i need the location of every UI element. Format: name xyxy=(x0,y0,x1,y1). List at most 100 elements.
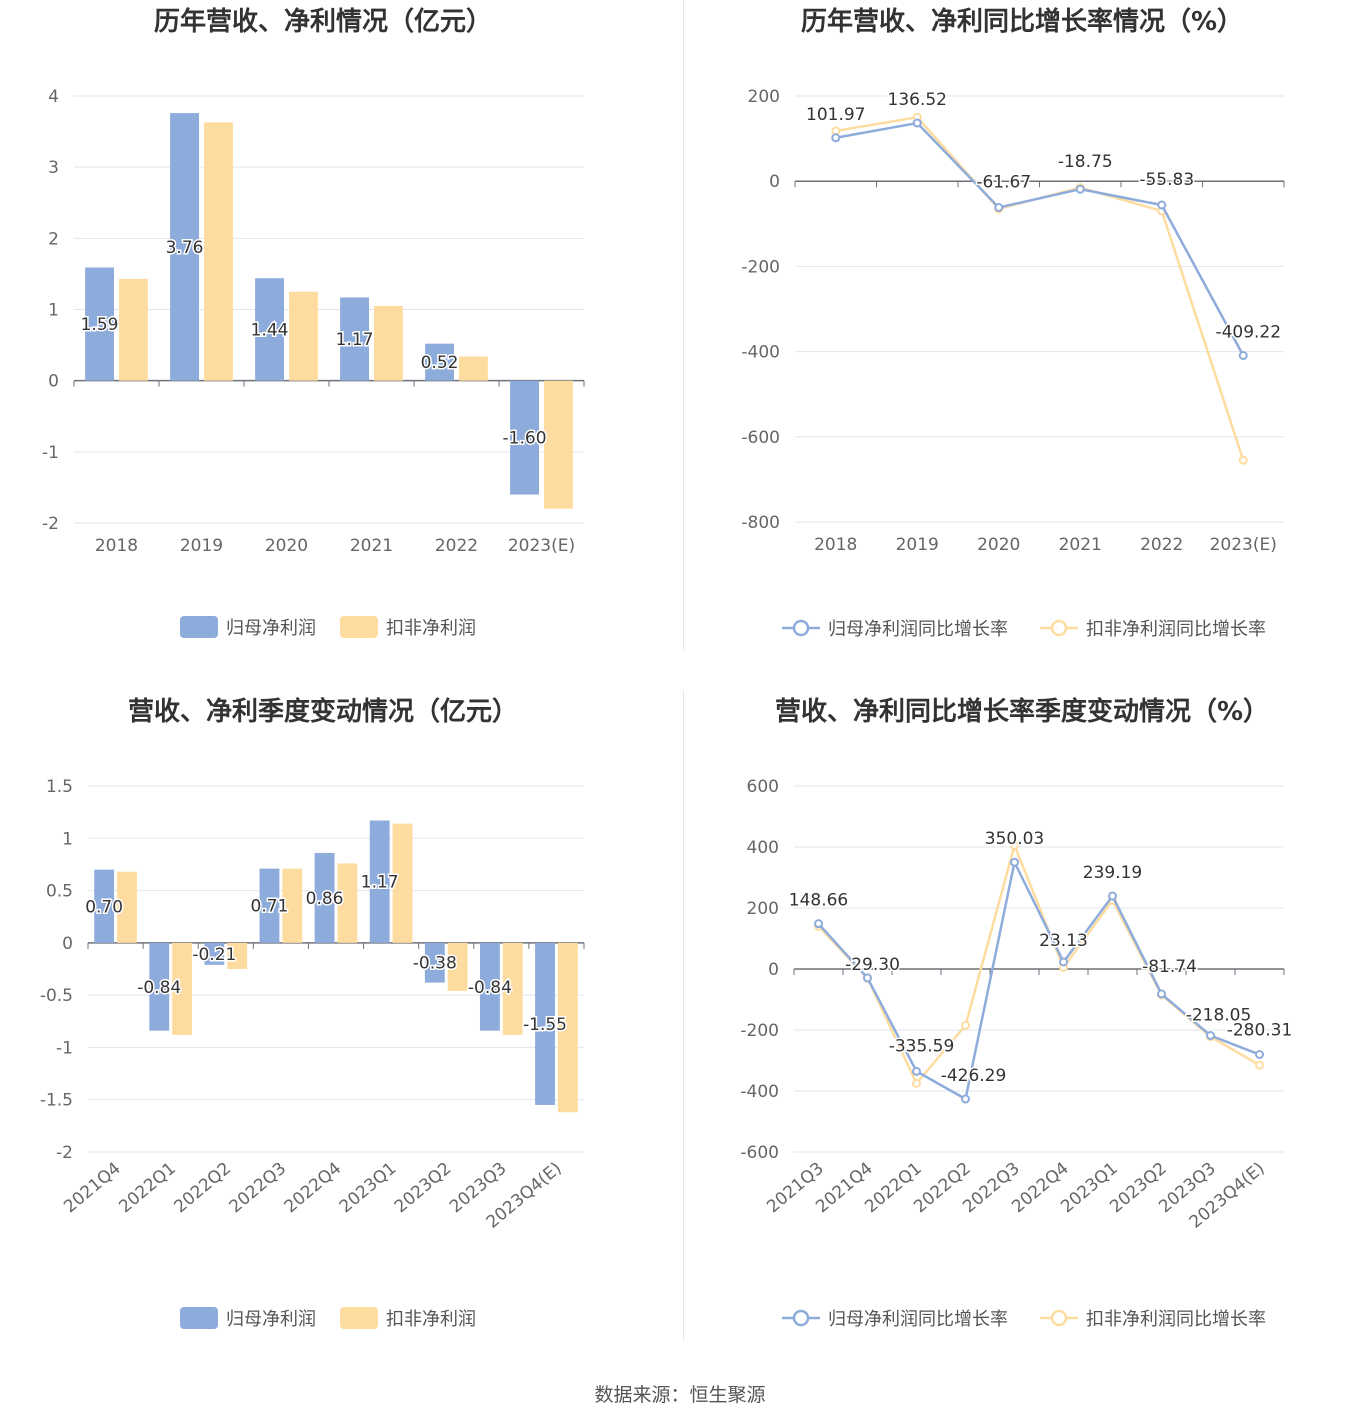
y-tick-label: -400 xyxy=(741,343,780,363)
bar-deducted-net-profit xyxy=(392,823,413,943)
x-tick-label: 2021Q4 xyxy=(60,1159,125,1218)
y-tick-label: 1 xyxy=(48,301,59,321)
legend-label: 归母净利润 xyxy=(226,618,316,639)
quarterly-growth-chart: 营收、净利同比增长率季度变动情况（%） 600 400 200 0 -200 -400 -60… xyxy=(680,690,1360,1380)
bar-parent-net-profit xyxy=(479,942,500,1031)
y-tick-label: 3 xyxy=(48,158,59,178)
line-parent-growth xyxy=(817,858,1260,1101)
bar-deducted-net-profit xyxy=(227,942,248,969)
bar-parent-net-profit xyxy=(340,297,369,381)
x-tick-label: 2023Q1 xyxy=(336,1159,401,1218)
vertical-divider-bottom xyxy=(683,690,684,1340)
line-data-label: -18.75 xyxy=(1058,152,1113,172)
chart-title: 历年营收、净利同比增长率情况（%） xyxy=(801,6,1243,37)
chart-svg: 营收、净利季度变动情况（亿元） 1.5 1 0.5 0 -0.5 -1 -1.5 -22021Q… xyxy=(40,696,585,1330)
data-source-note: 数据来源：恒生聚源 xyxy=(594,1384,766,1406)
x-tick-label: 2020 xyxy=(977,535,1020,555)
bar-parent-net-profit xyxy=(85,267,114,381)
point-parent-growth xyxy=(961,1094,970,1104)
x-tick-label: 2018 xyxy=(95,536,138,556)
x-tick-label: 2021 xyxy=(1059,535,1102,555)
y-tick-label: -2 xyxy=(56,1143,73,1163)
y-tick-label: 200 xyxy=(747,899,779,919)
bar-data-label: 1.17 xyxy=(336,330,374,350)
point-parent-growth xyxy=(814,919,823,929)
y-tick-label: 4 xyxy=(48,87,59,107)
quarterly-profit-chart: 营收、净利季度变动情况（亿元） 1.5 1 0.5 0 -0.5 -1 -1.5 -2 2021Q… xyxy=(0,690,680,1380)
point-parent-growth xyxy=(1075,184,1085,194)
legend-swatch xyxy=(180,616,218,638)
chart-svg: 历年营收、净利同比增长率情况（%） 200 0 -200 -400 -600 -800 201… xyxy=(741,6,1285,640)
y-tick-label: 0 xyxy=(769,172,780,192)
bar-parent-net-profit xyxy=(425,343,454,381)
legend-label: 扣非净利润 xyxy=(386,618,476,639)
bar-parent-net-profit xyxy=(255,278,284,381)
bar-data-label: -1.55 xyxy=(523,1015,567,1035)
bar-data-label: 1.59 xyxy=(81,315,119,335)
y-tick-label: 0 xyxy=(62,934,73,954)
line-data-label: -426.29 xyxy=(941,1066,1007,1086)
point-deducted-growth xyxy=(1255,1060,1264,1070)
legend-label: 归母净利润同比增长率 xyxy=(828,1309,1008,1330)
y-tick-label: -0.5 xyxy=(40,986,73,1006)
y-tick-label: 1 xyxy=(62,829,73,849)
bar-deducted-net-profit xyxy=(459,356,488,381)
bar-deducted-net-profit xyxy=(447,942,468,991)
bar-parent-net-profit xyxy=(149,942,170,1031)
bar-data-label: -1.60 xyxy=(503,429,547,449)
legend-swatch xyxy=(340,1307,378,1329)
line-deducted-growth xyxy=(835,115,1245,461)
bar-parent-net-profit xyxy=(94,869,115,943)
bar-data-label: -0.21 xyxy=(192,945,236,965)
legend-marker xyxy=(1050,619,1068,637)
line-data-label: 350.03 xyxy=(985,829,1044,849)
legend-label: 扣非净利润 xyxy=(386,1309,476,1330)
bar-parent-net-profit xyxy=(535,942,555,1105)
legend-label: 扣非净利润同比增长率 xyxy=(1086,1309,1266,1330)
line-data-label: 148.66 xyxy=(789,891,848,911)
line-data-label: 101.97 xyxy=(806,105,865,125)
line-data-label: 239.19 xyxy=(1083,863,1142,883)
x-tick-label: 2020 xyxy=(265,536,308,556)
legend-label: 归母净利润同比增长率 xyxy=(828,619,1008,640)
point-deducted-growth xyxy=(961,1020,970,1030)
line-data-label: -280.31 xyxy=(1227,1020,1293,1040)
bar-data-label: 3.76 xyxy=(166,238,204,258)
y-tick-label: 0.5 xyxy=(46,882,73,902)
bar-parent-net-profit xyxy=(369,820,390,943)
bar-deducted-net-profit xyxy=(117,871,137,943)
point-deducted-growth xyxy=(1010,840,1019,850)
bar-deducted-net-profit xyxy=(204,122,233,381)
line-data-label: -409.22 xyxy=(1215,323,1281,343)
bar-parent-net-profit xyxy=(424,942,445,983)
bar-deducted-net-profit xyxy=(282,868,303,943)
x-tick-label: 2022Q2 xyxy=(170,1159,235,1218)
line-parent-growth xyxy=(835,121,1245,357)
bar-data-label: -0.84 xyxy=(468,978,512,998)
y-tick-label: -400 xyxy=(740,1082,779,1102)
bar-data-label: -0.38 xyxy=(413,954,457,974)
x-tick-label: 2019 xyxy=(180,536,223,556)
point-parent-growth xyxy=(912,1066,921,1076)
bar-deducted-net-profit xyxy=(337,863,358,943)
bar-data-label: 0.70 xyxy=(85,897,123,917)
point-parent-growth xyxy=(1108,891,1117,901)
bar-data-label: 0.71 xyxy=(251,897,289,917)
legend-marker xyxy=(792,1309,810,1327)
point-parent-growth xyxy=(831,133,841,143)
bar-deducted-net-profit xyxy=(289,291,318,381)
point-parent-growth xyxy=(1157,200,1167,210)
bar-deducted-net-profit xyxy=(544,380,573,509)
bar-parent-net-profit xyxy=(259,868,280,943)
point-parent-growth xyxy=(1157,989,1166,999)
point-parent-growth xyxy=(863,973,872,983)
point-parent-growth xyxy=(994,202,1004,212)
y-tick-label: 1.5 xyxy=(46,777,73,797)
legend-marker xyxy=(792,619,810,637)
chart-svg: 营收、净利同比增长率季度变动情况（%） 600 400 200 0 -200 -400 -60… xyxy=(740,696,1293,1330)
point-deducted-growth xyxy=(1238,455,1248,465)
annual-profit-chart: 历年营收、净利情况（亿元） 4 3 2 1 0 -1 -2 2018 2019 2020 2021 20… xyxy=(0,0,680,690)
annual-growth-chart: 历年营收、净利同比增长率情况（%） 200 0 -200 -400 -600 -800 201… xyxy=(680,0,1360,690)
legend-label: 归母净利润 xyxy=(226,1309,316,1330)
legend-label: 扣非净利润同比增长率 xyxy=(1086,619,1266,640)
